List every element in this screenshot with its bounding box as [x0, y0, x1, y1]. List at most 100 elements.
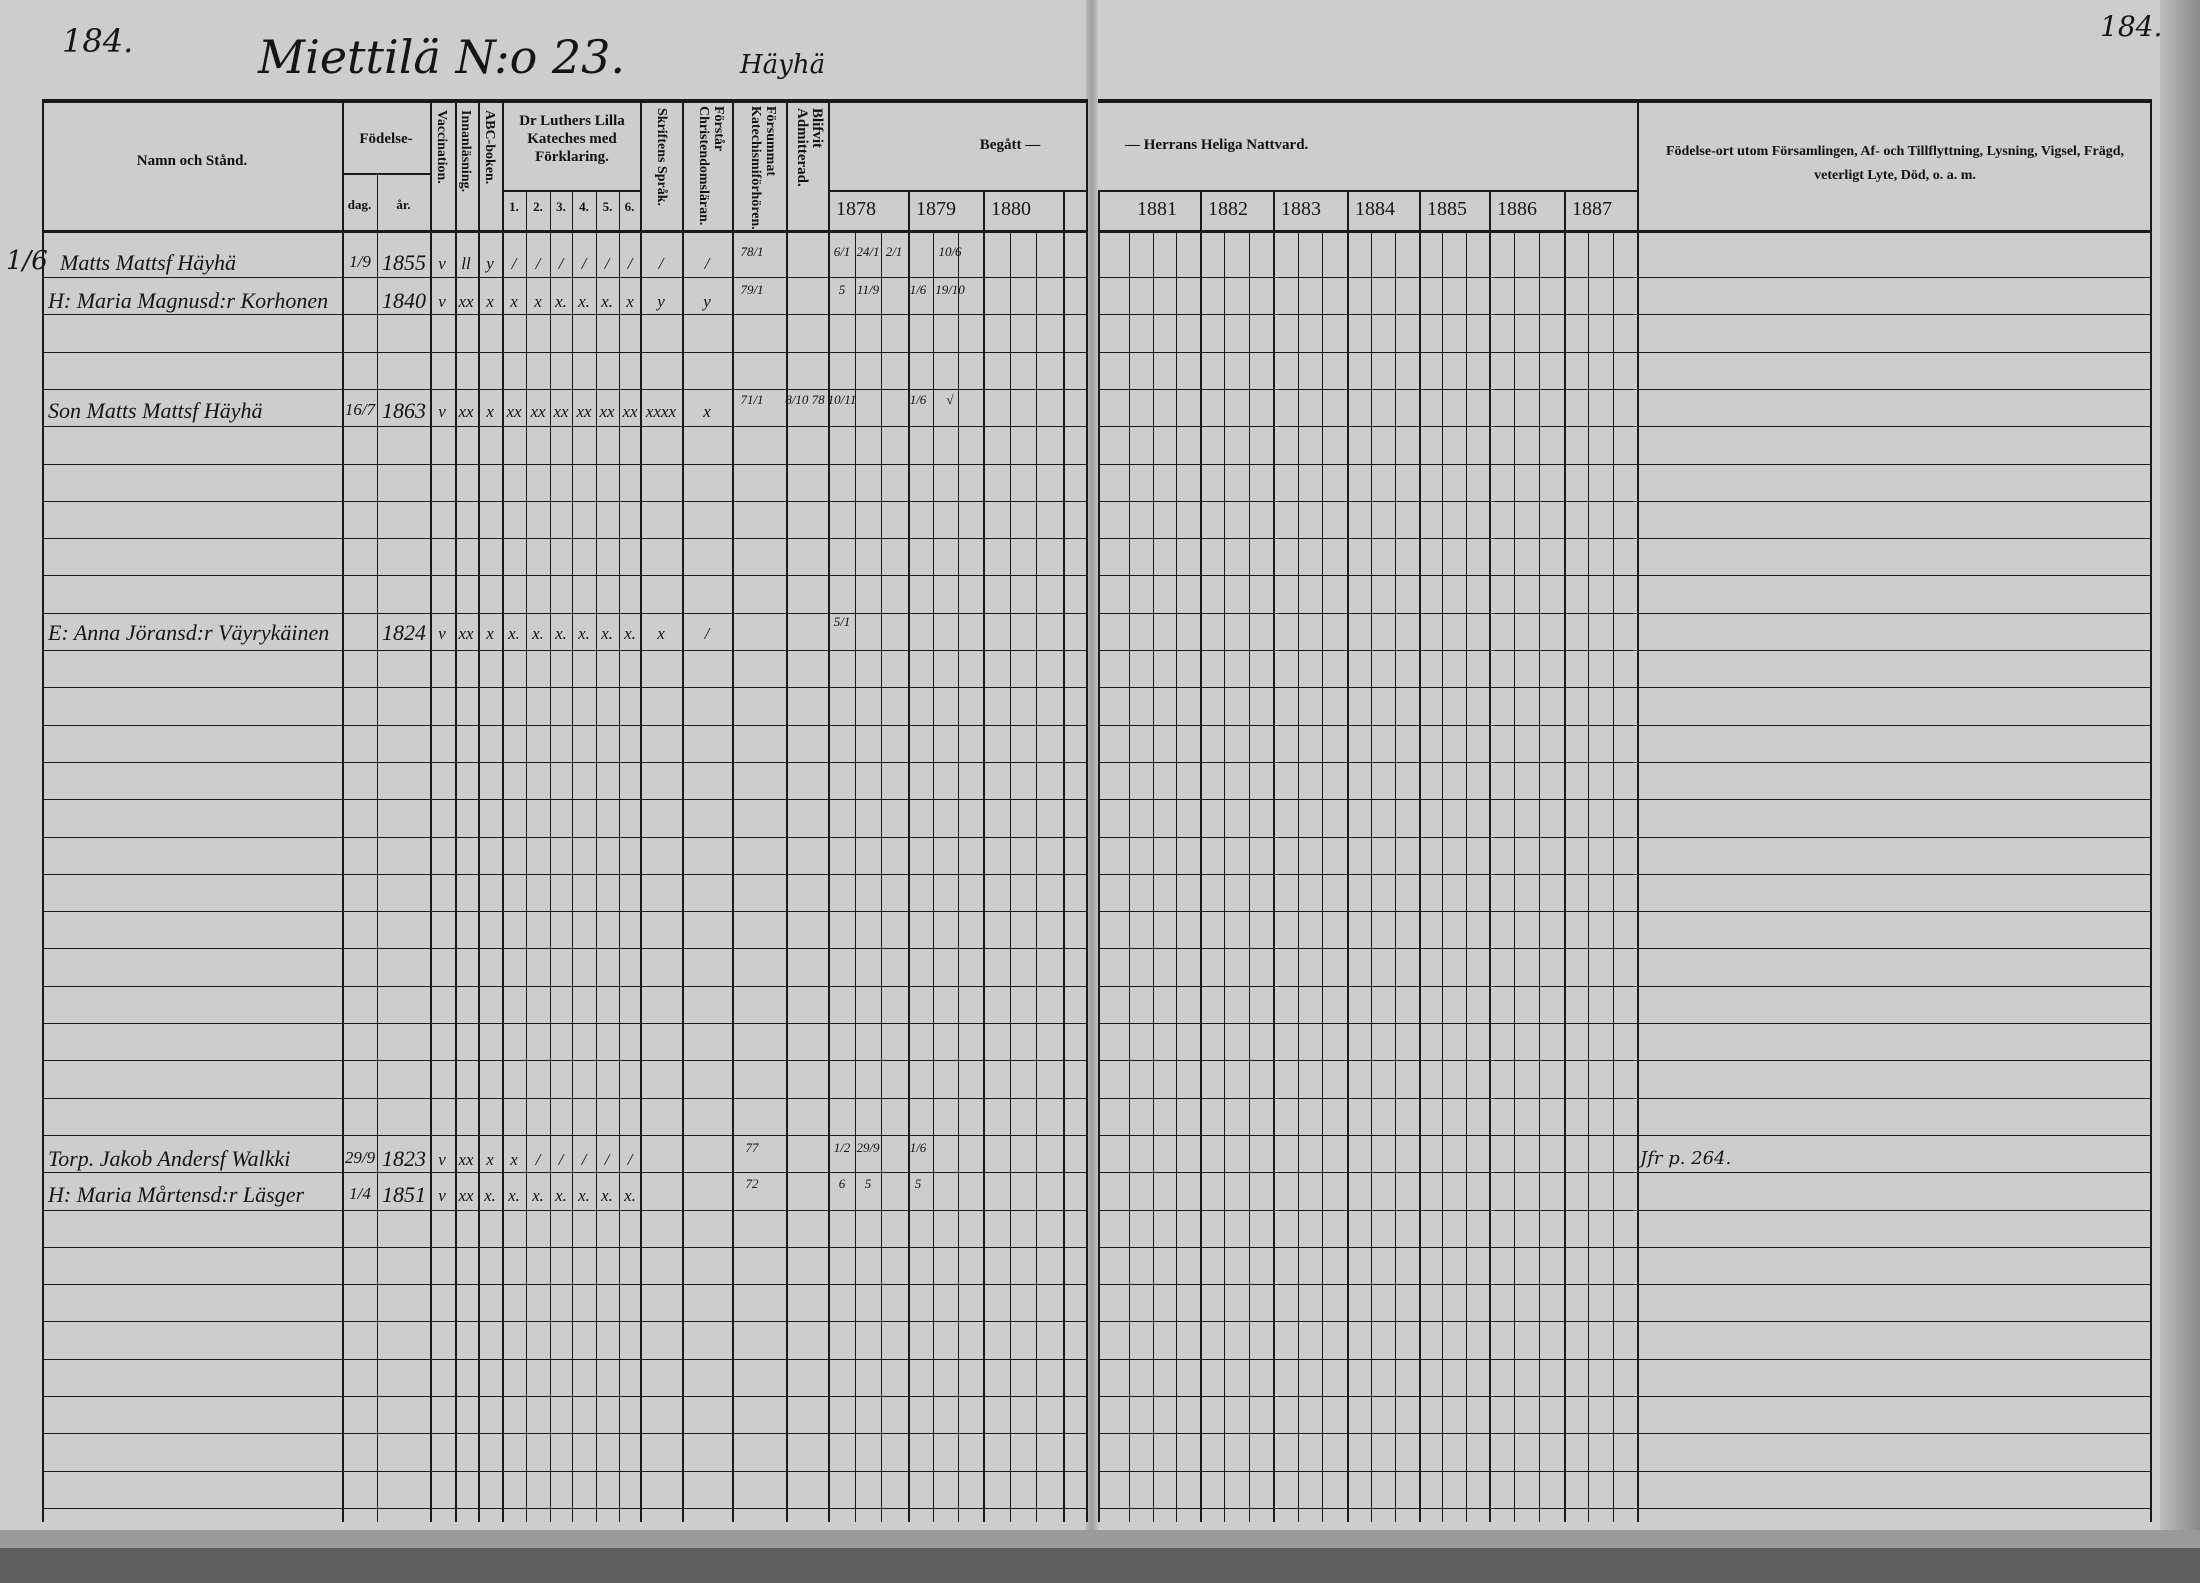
entry-mark-c3: x. — [555, 624, 567, 643]
rule-line — [596, 190, 597, 1522]
rule-line — [1098, 761, 2150, 763]
entry-mark-scr: y — [657, 292, 665, 311]
rule-line — [42, 463, 1086, 465]
entry-mark-y79a: 5 — [914, 1176, 922, 1191]
rule-line — [1098, 314, 2150, 316]
rule-line — [983, 190, 985, 1522]
rule-line — [1098, 351, 2150, 353]
entry-mark-abc: x. — [484, 1186, 496, 1205]
entry-mark-y78b: 29/9 — [856, 1140, 880, 1155]
entry-mark-c6: x. — [624, 624, 636, 643]
entry-mark-y78a: 6/1 — [833, 244, 851, 259]
rule-line — [1098, 836, 2150, 838]
entry-mark-y78a: 10/11 — [827, 392, 857, 407]
rule-line — [1224, 230, 1226, 1522]
header-scripture: Skriftens Språk. — [654, 108, 669, 207]
rule-line — [1347, 190, 1349, 1522]
rule-line — [42, 1507, 1086, 1509]
entry-birth-year: 1855 — [382, 250, 426, 275]
rule-line — [42, 761, 1086, 763]
rule-line — [1098, 426, 2150, 428]
entry-mark-c3: / — [558, 254, 564, 273]
entry-mark-read: xx — [458, 624, 474, 643]
rule-line — [1129, 230, 1130, 1522]
header-communion-left: Begått — — [979, 137, 1041, 153]
rule-line — [1098, 1470, 2150, 1472]
year-column-header: 1881 — [1137, 198, 1177, 220]
entry-mark-c2: x. — [532, 624, 544, 643]
rule-line — [1098, 1433, 2150, 1435]
rule-line — [1588, 230, 1590, 1522]
rule-line — [1098, 1284, 2150, 1286]
entry-mark-y78a: 1/2 — [833, 1140, 851, 1155]
entry-mark-c4: / — [581, 254, 587, 273]
entry-name: Matts Mattsf Häyhä — [60, 250, 236, 275]
entry-mark-c6: x — [626, 292, 634, 311]
entry-mark-c1: x — [510, 292, 518, 311]
rule-line — [1273, 190, 1275, 1522]
rule-line — [42, 687, 1086, 689]
entry-mark-vacc: v — [438, 402, 446, 421]
rule-line — [455, 99, 457, 1522]
entry-birth-year: 1840 — [382, 288, 426, 313]
rule-line — [732, 99, 734, 1522]
rule-line — [42, 1246, 1086, 1248]
rule-line — [1098, 1209, 2150, 1211]
rule-line — [619, 190, 620, 1522]
header-admitted: Blifvit Admitterad. — [794, 108, 825, 187]
rule-line — [1442, 230, 1444, 1522]
rule-line — [342, 99, 344, 1522]
rule-line — [854, 230, 856, 1522]
entry-mark-c4: x. — [578, 292, 590, 311]
entry-mark-c5: / — [604, 254, 610, 273]
rule-line — [1098, 1246, 2150, 1248]
rule-line — [42, 1060, 1086, 1062]
entry-mark-abc: x — [486, 402, 494, 421]
rule-line — [1098, 1358, 2150, 1360]
entry-name: H: Maria Magnusd:r Korhonen — [48, 288, 329, 313]
entry-mark-miss: 78/1 — [740, 244, 764, 259]
entry-mark-abc: y — [486, 254, 494, 273]
rule-line — [1098, 1097, 2150, 1099]
rule-line — [1465, 230, 1467, 1522]
entry-mark-y79b: 10/6 — [938, 244, 962, 259]
entry-mark-scr: / — [658, 254, 664, 273]
rule-line — [1098, 1134, 2150, 1136]
rule-line — [1098, 724, 2150, 726]
entry-mark-y79a: 1/6 — [909, 392, 927, 407]
rule-line — [2150, 99, 2152, 1522]
rule-line — [502, 99, 504, 1522]
page-edge — [2160, 0, 2200, 1530]
rule-line — [1098, 1023, 2150, 1024]
entry-mark-c5: x. — [601, 624, 613, 643]
year-column-header: 1879 — [916, 198, 956, 220]
entry-mark-c5: xx — [599, 402, 615, 421]
rule-line — [1176, 230, 1178, 1522]
rule-line — [1098, 911, 2150, 913]
entry-mark-c6: xx — [622, 402, 638, 421]
entry-mark-vacc: v — [438, 1150, 446, 1169]
entry-mark-c2: / — [535, 1150, 541, 1169]
entry-birth-day: 1/4 — [349, 1184, 371, 1203]
rule-line — [42, 314, 1086, 316]
rule-line — [42, 277, 1086, 278]
rule-line — [1098, 985, 2150, 987]
entry-birth-day: 1/9 — [349, 252, 371, 271]
year-column-header: 1884 — [1355, 198, 1395, 220]
entry-mark-vacc: v — [438, 254, 446, 273]
entry-birth-year: 1823 — [382, 1146, 426, 1171]
year-column-header: 1885 — [1427, 198, 1467, 220]
rule-line — [42, 948, 1086, 950]
entry-mark-abc: x — [486, 1150, 494, 1169]
rule-line — [478, 99, 480, 1522]
rule-line — [342, 173, 430, 175]
rule-line — [1098, 1321, 2150, 1323]
rule-line — [42, 1209, 1086, 1211]
entry-mark-scr: xxxx — [645, 402, 677, 421]
rule-line — [42, 724, 1086, 726]
entry-mark-read: xx — [458, 1186, 474, 1205]
rule-line — [42, 873, 1086, 875]
year-column-header: 1883 — [1281, 198, 1321, 220]
entry-mark-c6: x. — [624, 1186, 636, 1205]
header-missed: Försummat Katechismiförhören. — [748, 106, 778, 230]
